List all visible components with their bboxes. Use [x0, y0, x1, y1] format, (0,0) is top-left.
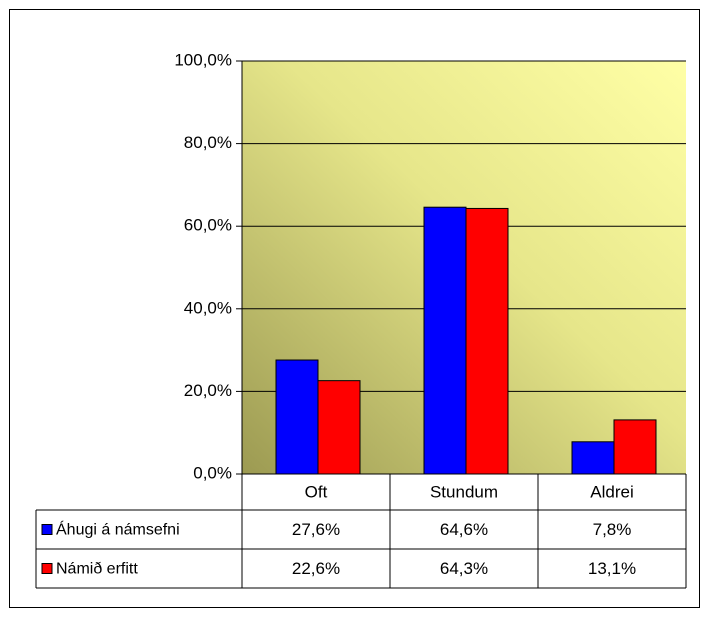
category-label: Aldrei: [590, 482, 633, 501]
value-label: 64,3%: [440, 559, 488, 578]
value-label: 64,6%: [440, 520, 488, 539]
y-tick-label: 60,0%: [184, 216, 232, 235]
legend-label: Áhugi á námsefni: [56, 520, 180, 539]
bar: [317, 380, 361, 475]
value-label: 7,8%: [593, 520, 632, 539]
value-label: 22,6%: [292, 559, 340, 578]
category-label: Stundum: [430, 482, 498, 501]
bar: [613, 419, 657, 475]
y-tick-label: 20,0%: [184, 381, 232, 400]
value-label: 13,1%: [588, 559, 636, 578]
bar: [571, 441, 615, 475]
value-label: 27,6%: [292, 520, 340, 539]
bar: [275, 359, 319, 475]
legend-key: [41, 563, 53, 574]
y-tick-label: 40,0%: [184, 298, 232, 317]
bar: [423, 206, 467, 475]
bar: [465, 207, 509, 475]
category-label: Oft: [305, 482, 328, 501]
legend-key: [41, 524, 53, 535]
legend-label: Námið erfitt: [56, 561, 138, 578]
y-tick-label: 100,0%: [174, 50, 232, 69]
y-tick-label: 80,0%: [184, 133, 232, 152]
y-tick-label: 0,0%: [193, 463, 232, 482]
